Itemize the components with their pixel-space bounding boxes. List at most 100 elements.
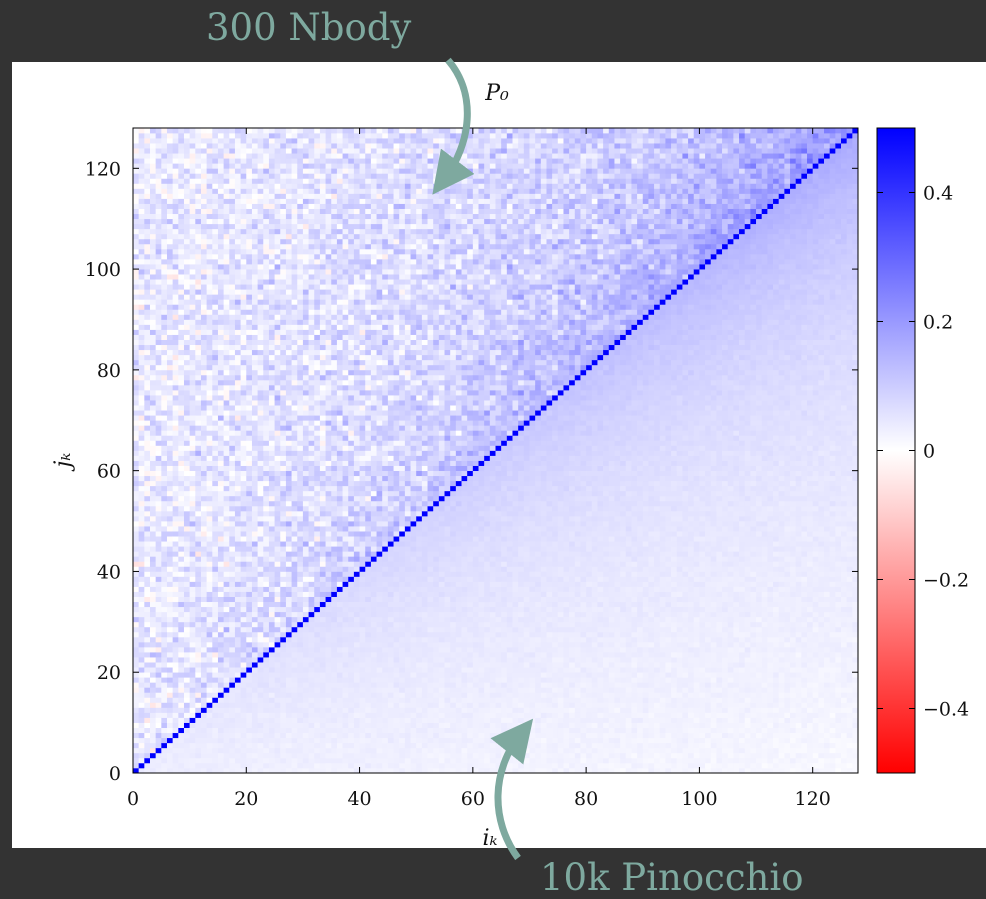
heatmap-cell [348, 238, 355, 245]
heatmap-cell [348, 410, 355, 416]
heatmap-cell [251, 647, 258, 653]
heatmap-cell [314, 213, 321, 220]
heatmap-cell [297, 702, 304, 708]
heatmap-cell [308, 652, 315, 658]
heatmap-cell [274, 712, 281, 718]
heatmap-cell [195, 636, 202, 643]
heatmap-cell [195, 757, 202, 764]
heatmap-cell [280, 364, 287, 371]
heatmap-cell [308, 647, 315, 653]
heatmap-cell [251, 470, 258, 477]
heatmap-cell [336, 133, 343, 139]
heatmap-cell [342, 727, 349, 734]
heatmap-cell [342, 616, 349, 623]
heatmap-cell [240, 364, 247, 371]
heatmap-cell [280, 339, 287, 346]
heatmap-cell [189, 148, 196, 154]
heatmap-cell [331, 641, 338, 648]
heatmap-cell [319, 390, 326, 396]
heatmap-cell [200, 586, 207, 592]
heatmap-cell [178, 677, 185, 683]
heatmap-cell [189, 566, 196, 572]
heatmap-cell [297, 233, 304, 240]
heatmap-cell [331, 752, 338, 759]
heatmap-cell [133, 762, 140, 769]
heatmap-cell [285, 259, 292, 265]
heatmap-cell [325, 561, 332, 567]
heatmap-cell [223, 173, 230, 179]
heatmap-cell [183, 757, 190, 764]
heatmap-cell [331, 274, 338, 280]
heatmap-cell [200, 757, 207, 764]
heatmap-cell [212, 284, 219, 290]
heatmap-cell [178, 400, 185, 406]
heatmap-cell [149, 485, 156, 492]
heatmap-cell [161, 425, 168, 431]
heatmap-cell [257, 616, 264, 623]
heatmap-cell [161, 505, 168, 512]
heatmap-cell [172, 430, 179, 436]
heatmap-cell [268, 369, 275, 376]
heatmap-cell [251, 455, 258, 461]
heatmap-cell [217, 576, 224, 582]
heatmap-cell [138, 369, 145, 376]
heatmap-cell [161, 329, 168, 335]
heatmap-cell [319, 430, 326, 436]
heatmap-cell [149, 415, 156, 421]
heatmap-cell [189, 128, 196, 134]
heatmap-cell [189, 279, 196, 285]
heatmap-cell [138, 596, 145, 603]
heatmap-cell [229, 747, 236, 754]
heatmap-cell [308, 470, 315, 477]
heatmap-cell [144, 631, 151, 638]
heatmap-cell [217, 601, 224, 608]
heatmap-cell [342, 435, 349, 441]
heatmap-cell [189, 354, 196, 361]
heatmap-cell [183, 662, 190, 668]
heatmap-cell [172, 521, 179, 527]
heatmap-cell [144, 289, 151, 295]
heatmap-cell [138, 364, 145, 371]
heatmap-cell [206, 178, 213, 184]
heatmap-cell [246, 631, 253, 638]
heatmap-cell [280, 379, 287, 386]
heatmap-cell [189, 526, 196, 532]
heatmap-cell [155, 667, 162, 673]
heatmap-cell [297, 485, 304, 492]
heatmap-cell [149, 495, 156, 502]
heatmap-cell [172, 349, 179, 356]
heatmap-cell [149, 531, 156, 537]
heatmap-cell [178, 742, 185, 749]
heatmap-cell [302, 566, 309, 572]
heatmap-cell [240, 526, 247, 532]
heatmap-cell [189, 470, 196, 477]
heatmap-cell [263, 611, 270, 618]
heatmap-cell [285, 143, 292, 149]
heatmap-cell [133, 274, 140, 280]
heatmap-cell [195, 218, 202, 225]
heatmap-cell [274, 138, 281, 144]
heatmap-cell [149, 586, 156, 592]
heatmap-cell [195, 631, 202, 638]
heatmap-cell [161, 379, 168, 386]
heatmap-cell [172, 732, 179, 739]
heatmap-cell [331, 264, 338, 270]
heatmap-cell [234, 536, 241, 542]
heatmap-cell [291, 732, 298, 739]
heatmap-cell [189, 243, 196, 250]
heatmap-cell [297, 400, 304, 406]
heatmap-cell [274, 148, 281, 154]
heatmap-cell [161, 274, 168, 280]
heatmap-cell [229, 138, 236, 144]
heatmap-cell [240, 747, 247, 754]
heatmap-cell [161, 697, 168, 703]
heatmap-cell [240, 198, 247, 204]
heatmap-cell [240, 450, 247, 456]
heatmap-cell [178, 505, 185, 512]
heatmap-cell [280, 334, 287, 340]
heatmap-cell [195, 269, 202, 275]
heatmap-cell [172, 314, 179, 320]
heatmap-cell [314, 470, 321, 477]
heatmap-cell [234, 757, 241, 764]
heatmap-cell [206, 475, 213, 482]
